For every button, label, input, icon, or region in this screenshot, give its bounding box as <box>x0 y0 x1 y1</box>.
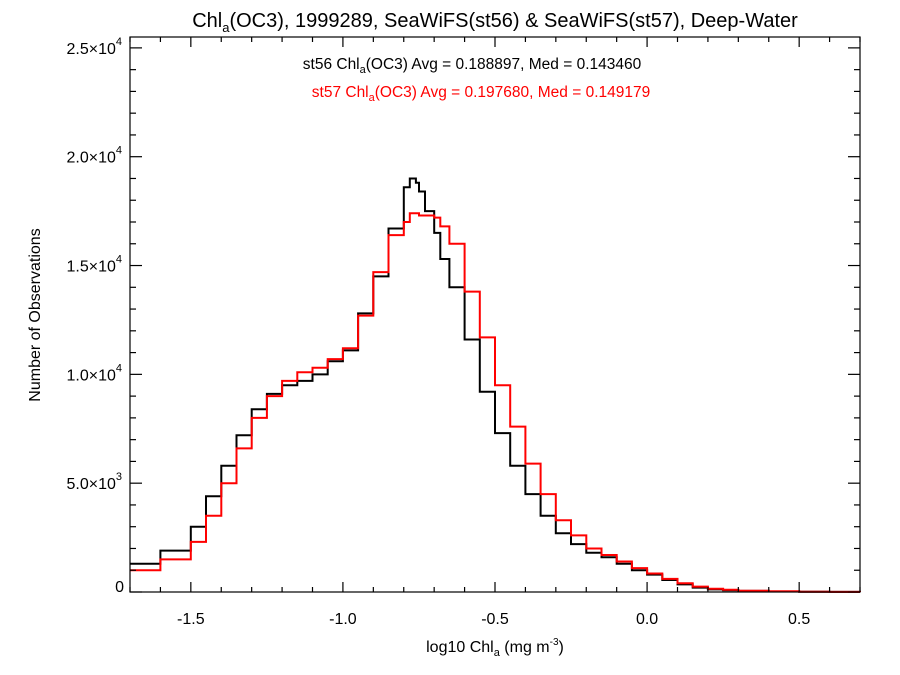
series-line-st57 <box>130 212 861 593</box>
annotation-st56-sub: a <box>360 64 367 76</box>
x-axis-label-mid: (mg m <box>500 639 550 656</box>
chart-title-post: (OC3), 1999289, SeaWiFS(st56) & SeaWiFS(… <box>229 10 798 32</box>
chart-title-pre: Chl <box>192 10 222 32</box>
x-tick-label: -0.5 <box>481 611 509 628</box>
series-layer <box>130 177 861 593</box>
annotation-st57: st57 Chla(OC3) Avg = 0.197680, Med = 0.1… <box>312 84 650 104</box>
ticks-layer: -1.5 -1.0 -0.5 0.0 0.5 0 5.0×103 1.0×104 1.5×104… <box>66 36 861 628</box>
y-tick-label: 2.5×104 <box>66 36 122 58</box>
x-tick-label: 0.0 <box>636 611 658 628</box>
x-tick-label: 0.5 <box>788 611 810 628</box>
x-axis-label: log10 Chla (mg m-3) <box>426 637 564 659</box>
annotation-st56-pre: st56 Chl <box>303 56 360 73</box>
y-tick-label: 2.0×104 <box>66 145 122 167</box>
plot-frame <box>129 36 861 593</box>
annotation-st57-post: (OC3) Avg = 0.197680, Med = 0.149179 <box>375 84 650 101</box>
annotation-st56: st56 Chla(OC3) Avg = 0.188897, Med = 0.1… <box>303 56 642 76</box>
x-axis-label-sub: a <box>494 647 501 659</box>
y-tick-label: 0 <box>115 579 124 596</box>
annotation-st57-sub: a <box>369 92 376 104</box>
annotation-st57-pre: st57 Chl <box>312 84 369 101</box>
chart-title-sub: a <box>222 20 230 35</box>
y-tick-label: 5.0×103 <box>66 471 122 493</box>
x-axis-label-pre: log10 Chl <box>426 639 494 656</box>
x-axis-label-post: ) <box>559 639 564 656</box>
x-tick-label: -1.5 <box>177 611 205 628</box>
x-tick-label: -1.0 <box>329 611 357 628</box>
y-tick-label: 1.5×104 <box>66 254 122 276</box>
y-axis-label: Number of Observations <box>27 228 44 401</box>
y-tick-label: 1.0×104 <box>66 362 122 384</box>
x-axis-label-sup: -3 <box>550 637 559 648</box>
annotation-st56-post: (OC3) Avg = 0.188897, Med = 0.143460 <box>366 56 642 73</box>
chart-title: Chla(OC3), 1999289, SeaWiFS(st56) & SeaW… <box>192 10 798 35</box>
